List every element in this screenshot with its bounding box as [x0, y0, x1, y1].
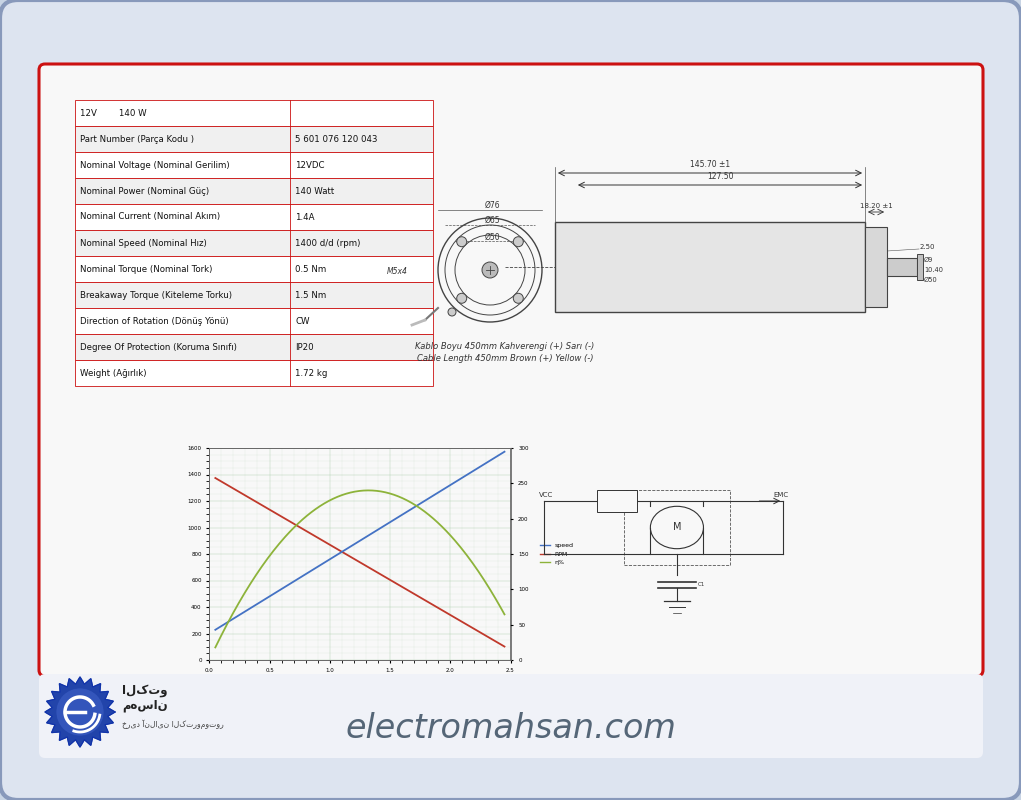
Text: Cable Length 450mm Brown (+) Yellow (-): Cable Length 450mm Brown (+) Yellow (-)	[417, 354, 593, 363]
Bar	[887, 258, 917, 276]
Text: IP20: IP20	[295, 342, 313, 351]
Circle shape	[456, 237, 467, 246]
Bar	[75, 256, 433, 282]
Bar	[917, 254, 923, 280]
Text: 12VDC: 12VDC	[295, 161, 325, 170]
Text: 1.4A: 1.4A	[295, 213, 314, 222]
Bar	[75, 230, 433, 256]
Bar	[75, 308, 433, 334]
FancyBboxPatch shape	[39, 674, 983, 758]
Text: Direction of Rotation (Dönüş Yönü): Direction of Rotation (Dönüş Yönü)	[80, 317, 229, 326]
Bar	[75, 126, 433, 152]
Text: Nominal Current (Nominal Akım): Nominal Current (Nominal Akım)	[80, 213, 221, 222]
Text: Ø76: Ø76	[484, 201, 500, 210]
Text: Weight (Ağırlık): Weight (Ağırlık)	[80, 369, 146, 378]
Bar	[624, 490, 730, 565]
Text: Nominal Power (Nominal Güç): Nominal Power (Nominal Güç)	[80, 186, 209, 195]
Text: Ø9: Ø9	[924, 257, 933, 263]
Text: 1.5 Nm: 1.5 Nm	[295, 290, 327, 299]
Text: 18.20 ±1: 18.20 ±1	[860, 203, 892, 209]
Bar	[597, 490, 637, 512]
Bar	[75, 360, 433, 386]
Text: Ø50: Ø50	[924, 277, 937, 283]
Text: VCC: VCC	[539, 492, 553, 498]
Text: 145.70 ±1: 145.70 ±1	[690, 160, 730, 169]
Text: Ø50: Ø50	[484, 233, 500, 242]
Circle shape	[448, 308, 456, 316]
Text: C1: C1	[698, 582, 706, 587]
Polygon shape	[45, 677, 115, 747]
Bar	[75, 282, 433, 308]
Text: 1400 d/d (rpm): 1400 d/d (rpm)	[295, 238, 360, 247]
Text: 10.40: 10.40	[924, 267, 943, 273]
Legend: speed, RPM, η%: speed, RPM, η%	[538, 540, 576, 568]
Text: Nominal Torque (Nominal Tork): Nominal Torque (Nominal Tork)	[80, 265, 212, 274]
Text: Breakaway Torque (Kiteleme Torku): Breakaway Torque (Kiteleme Torku)	[80, 290, 232, 299]
Bar	[75, 152, 433, 178]
Bar	[75, 334, 433, 360]
Text: EMC: EMC	[773, 492, 788, 498]
Text: 127.50: 127.50	[707, 172, 733, 181]
Text: 12V        140 W: 12V 140 W	[80, 109, 147, 118]
Text: CW: CW	[295, 317, 309, 326]
Text: Part Number (Parça Kodu ): Part Number (Parça Kodu )	[80, 134, 194, 143]
Text: 1.72 kg: 1.72 kg	[295, 369, 328, 378]
Text: electromahsan.com: electromahsan.com	[345, 711, 677, 745]
Text: Nominal Speed (Nominal Hız): Nominal Speed (Nominal Hız)	[80, 238, 206, 247]
Circle shape	[514, 237, 524, 246]
Text: M5x4: M5x4	[387, 267, 408, 277]
Bar	[865, 227, 887, 307]
Text: Degree Of Protection (Koruma Sınıfı): Degree Of Protection (Koruma Sınıfı)	[80, 342, 237, 351]
Bar	[75, 100, 433, 126]
Text: M: M	[673, 522, 681, 533]
Bar	[75, 178, 433, 204]
Text: خرید آنلاین الکتروموتور: خرید آنلاین الکتروموتور	[121, 719, 224, 729]
Circle shape	[482, 262, 498, 278]
FancyBboxPatch shape	[39, 64, 983, 676]
Text: Ø65: Ø65	[484, 216, 500, 225]
Circle shape	[56, 688, 104, 736]
Bar	[75, 204, 433, 230]
Text: 0.5 Nm: 0.5 Nm	[295, 265, 327, 274]
Text: 2.50: 2.50	[920, 244, 935, 250]
Text: 140 Watt: 140 Watt	[295, 186, 334, 195]
Circle shape	[514, 294, 524, 303]
Circle shape	[456, 294, 467, 303]
Bar	[555, 222, 865, 312]
Text: الکتو
مهسان: الکتو مهسان	[121, 684, 167, 712]
Text: Kablo Boyu 450mm Kahverengi (+) Sarı (-): Kablo Boyu 450mm Kahverengi (+) Sarı (-)	[416, 342, 594, 351]
Text: 5 601 076 120 043: 5 601 076 120 043	[295, 134, 378, 143]
Text: Nominal Voltage (Nominal Gerilim): Nominal Voltage (Nominal Gerilim)	[80, 161, 230, 170]
